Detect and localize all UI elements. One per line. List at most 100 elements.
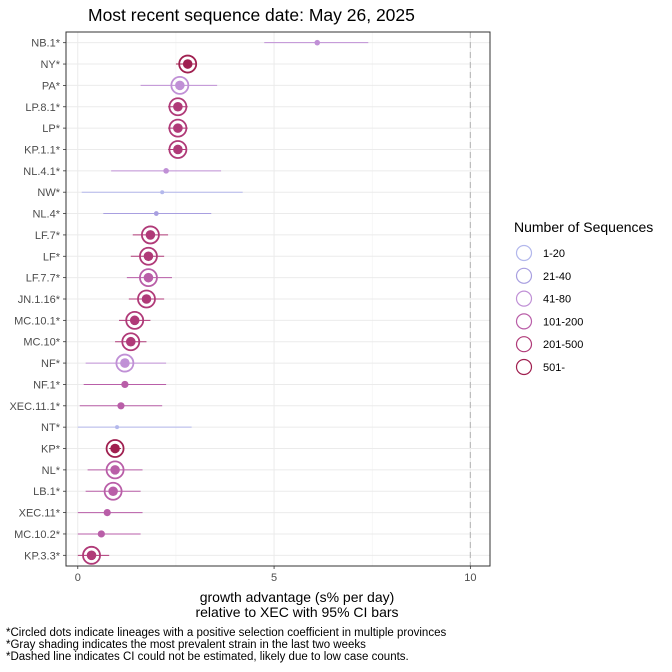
data-point — [121, 380, 129, 389]
y-tick-label: LB.1* — [33, 486, 61, 498]
y-tick-label: MC.10.1* — [14, 315, 61, 327]
data-row-lp- — [168, 118, 188, 138]
data-row-jn-1-16- — [128, 289, 165, 309]
y-tick-label: PA* — [42, 80, 61, 92]
data-point — [125, 336, 136, 347]
legend-item-label: 1-20 — [543, 248, 565, 260]
y-tick-label: LP.8.1* — [25, 102, 60, 114]
selection-circle — [121, 332, 141, 352]
legend-key-circle — [515, 336, 533, 353]
x-tick-label: 10 — [464, 572, 476, 584]
data-row-nf- — [85, 353, 167, 373]
y-tick-label: NF.1* — [33, 379, 61, 391]
selection-circle — [103, 481, 123, 501]
data-row-kp- — [105, 439, 125, 458]
selection-circle — [178, 54, 198, 74]
data-point — [86, 550, 97, 561]
y-tick-label: NL.4.1* — [23, 166, 60, 178]
selection-circle — [105, 460, 125, 480]
selection-circle — [137, 289, 156, 309]
data-point — [120, 358, 130, 368]
plot-area: NB.1* NY* PA* LP.8.1* LP* KP.1.1* NL.4.1* NW* NL… — [9, 31, 491, 584]
legend-item-label: 201-500 — [543, 339, 583, 351]
selection-circle — [168, 118, 188, 138]
data-row-mc-10-1- — [119, 310, 151, 330]
legend: Number of Sequences 1-20 21-40 41-80 101-200… — [514, 219, 653, 376]
data-point — [153, 211, 159, 216]
data-row-ny- — [175, 54, 198, 74]
data-row-mc-10- — [115, 332, 147, 352]
data-point — [103, 508, 111, 517]
y-tick-label: XEC.11.1* — [9, 401, 60, 413]
x-axis-label-2: relative to XEC with 95% CI bars — [195, 604, 398, 620]
footnote-gray-shading: *Gray shading indicates the most prevale… — [6, 639, 366, 651]
data-point — [143, 251, 154, 262]
data-row-nw- — [81, 190, 243, 195]
x-axis-label: growth advantage (s% per day) — [200, 589, 395, 605]
data-row-kp-3-3- — [77, 545, 110, 565]
data-row-nl- — [87, 460, 143, 480]
footnote-dashed-line: *Dashed line indicates CI could not be e… — [6, 651, 409, 663]
y-tick-label: KP* — [41, 444, 61, 456]
data-point — [173, 144, 183, 155]
legend-key-circle — [515, 267, 533, 284]
data-point — [163, 168, 169, 174]
footnote-circled: *Circled dots indicate lineages with a p… — [6, 627, 446, 639]
selection-circle — [139, 268, 158, 288]
y-tick-label: JN.1.16* — [18, 294, 61, 306]
data-row-pa- — [140, 76, 218, 95]
data-point — [182, 59, 193, 69]
data-point — [129, 315, 140, 326]
y-tick-label: LF* — [43, 251, 61, 263]
data-point — [117, 402, 125, 410]
y-tick-label: NL.4* — [32, 209, 60, 221]
data-row-mc-10-2- — [77, 530, 141, 538]
y-tick-label: NT* — [41, 422, 61, 434]
legend-item-label: 21-40 — [543, 271, 571, 283]
selection-circle — [141, 225, 160, 245]
data-row-nb-1- — [264, 39, 369, 46]
selection-circle — [82, 545, 101, 565]
legend-key-circle — [515, 313, 533, 330]
y-tick-label: NF* — [41, 358, 61, 370]
data-row-xec-11-1- — [79, 402, 163, 410]
y-tick-label: NL* — [42, 465, 61, 477]
y-tick-label: KP.1.1* — [24, 144, 61, 156]
selection-circle — [125, 310, 145, 330]
data-point — [175, 80, 185, 91]
selection-circle — [115, 353, 135, 373]
legend-item-label: 41-80 — [543, 294, 571, 306]
data-point — [160, 190, 165, 195]
data-row-lb-1- — [85, 481, 141, 501]
legend-title: Number of Sequences — [514, 219, 653, 235]
selection-circle — [139, 246, 158, 266]
y-tick-label: XEC.11* — [19, 508, 61, 520]
selection-circle — [168, 140, 188, 159]
data-point — [143, 272, 154, 283]
data-point — [173, 123, 183, 133]
data-row-lp-8-1- — [168, 97, 188, 117]
y-tick-label: LF.7.7* — [26, 273, 61, 285]
data-point — [145, 230, 156, 240]
data-point — [110, 443, 120, 454]
legend-key-circle — [515, 290, 533, 307]
data-point — [115, 425, 120, 430]
y-tick-label: KP.3.3* — [24, 550, 61, 562]
data-row-nl-4- — [103, 211, 212, 216]
y-tick-label: MC.10* — [23, 337, 60, 349]
x-tick-label: 5 — [271, 572, 277, 584]
selection-circle — [170, 76, 190, 95]
plot-border — [65, 31, 491, 567]
data-point — [110, 465, 120, 475]
data-point — [97, 530, 105, 538]
data-row-nf-1- — [83, 380, 167, 389]
y-tick-label: NB.1* — [31, 38, 60, 50]
data-row-nl-4-1- — [111, 168, 222, 174]
legend-item-label: 101-200 — [543, 316, 583, 328]
selection-circle — [168, 97, 188, 117]
legend-key-circle — [515, 358, 533, 376]
y-tick-label: MC.10.2* — [14, 529, 61, 541]
data-point — [314, 39, 321, 46]
data-row-lf-7- — [132, 225, 169, 245]
